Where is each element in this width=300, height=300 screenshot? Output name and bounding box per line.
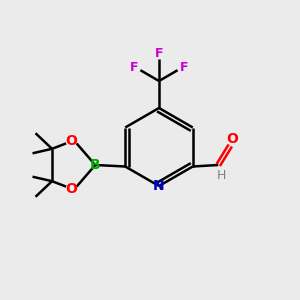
Text: H: H [217, 169, 226, 182]
Text: F: F [130, 61, 138, 74]
Text: B: B [90, 158, 101, 172]
Text: O: O [65, 182, 77, 196]
Text: O: O [227, 132, 239, 146]
Text: F: F [155, 47, 163, 60]
Text: O: O [65, 134, 77, 148]
Text: F: F [180, 61, 188, 74]
Text: N: N [153, 179, 165, 193]
